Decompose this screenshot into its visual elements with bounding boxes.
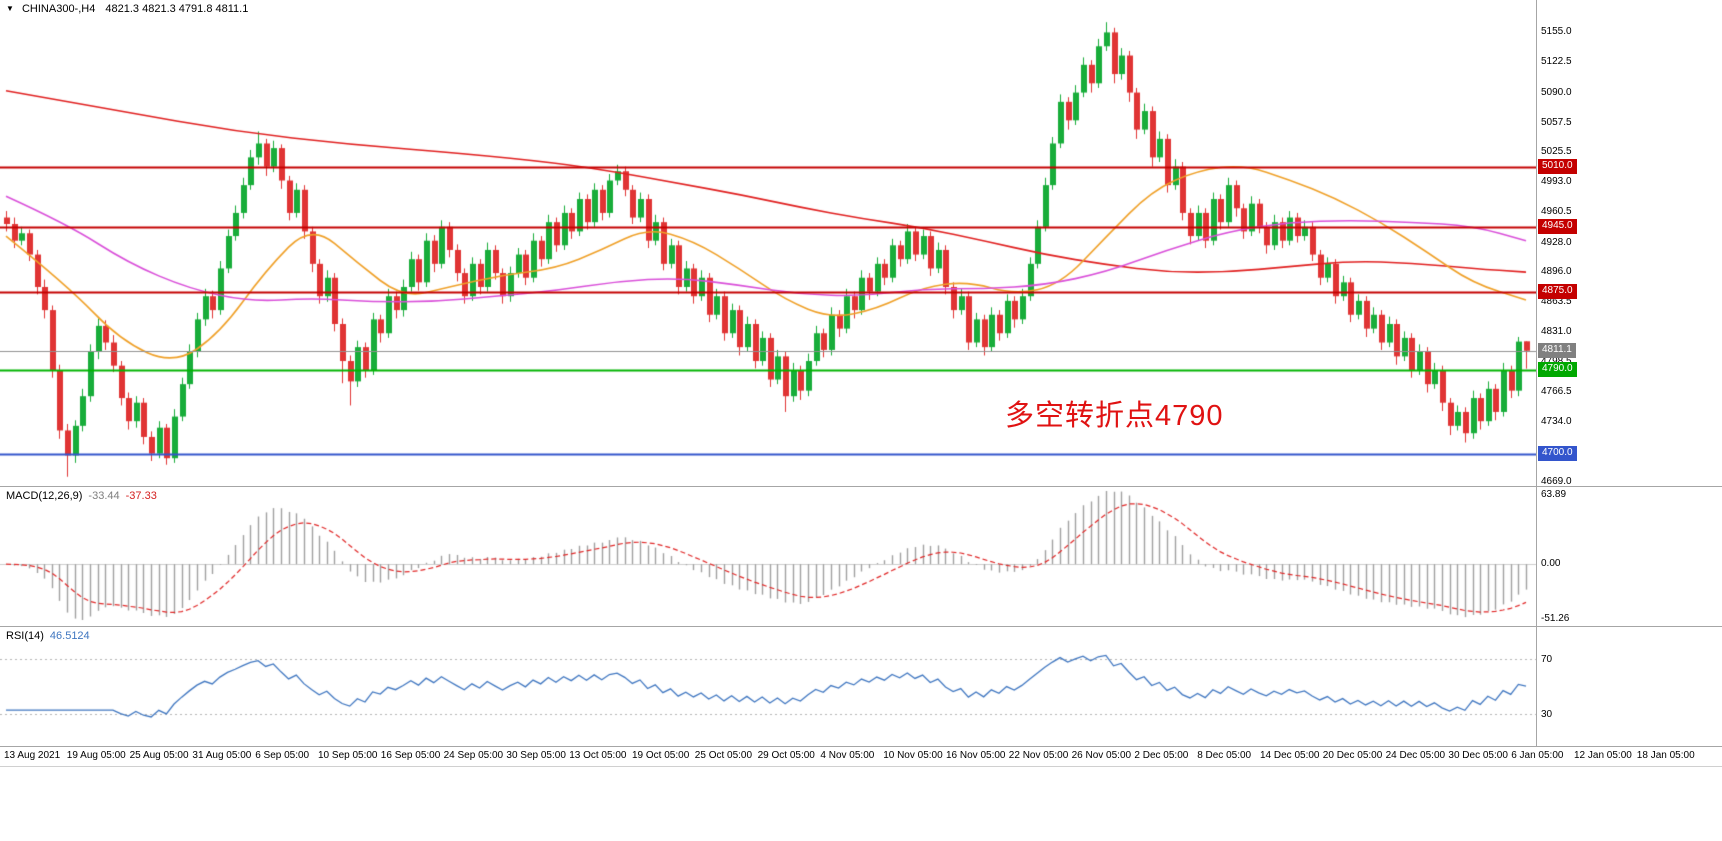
macd-signal-value: -37.33 bbox=[125, 490, 157, 502]
price-axis-label: 4798.5 bbox=[1541, 356, 1572, 368]
time-axis-label: 30 Dec 05:00 bbox=[1448, 750, 1508, 761]
price-axis-label: 4960.5 bbox=[1541, 206, 1572, 218]
time-axis-label: 19 Oct 05:00 bbox=[632, 750, 690, 761]
time-axis-label: 16 Sep 05:00 bbox=[380, 750, 441, 761]
price-axis-label: 5090.0 bbox=[1541, 86, 1572, 98]
rsi-label: RSI(14) 46.5124 bbox=[6, 630, 90, 642]
rsi-name: RSI(14) bbox=[6, 630, 44, 642]
chart-bottom-border bbox=[0, 766, 1722, 767]
price-axis-label: 4734.0 bbox=[1541, 416, 1572, 428]
symbol-marker-icon[interactable]: ▼ bbox=[6, 4, 14, 13]
time-axis-label: 13 Aug 2021 bbox=[4, 750, 61, 761]
bottom-empty-area bbox=[0, 767, 1722, 841]
price-level-badge-support: 4790.0 bbox=[1538, 362, 1577, 378]
time-axis-label: 2 Dec 05:00 bbox=[1134, 750, 1189, 761]
time-axis-label: 14 Dec 05:00 bbox=[1260, 750, 1320, 761]
price-scale-divider bbox=[1536, 0, 1537, 747]
macd-axis-min-label: -51.26 bbox=[1541, 613, 1570, 624]
macd-label: MACD(12,26,9) -33.44 -37.33 bbox=[6, 490, 157, 502]
time-axis-label: 20 Dec 05:00 bbox=[1322, 750, 1383, 761]
price-axis-label: 4896.0 bbox=[1541, 266, 1572, 278]
macd-axis-max-label: 63.89 bbox=[1541, 489, 1567, 500]
price-axis-label: 4993.0 bbox=[1541, 176, 1572, 188]
price-axis-label: 5122.5 bbox=[1541, 56, 1572, 68]
price-level-badge-resistance: 4875.0 bbox=[1538, 283, 1577, 299]
chart-title: ▼ CHINA300-,H4 4821.3 4821.3 4791.8 4811… bbox=[6, 3, 255, 15]
time-axis-label: 25 Oct 05:00 bbox=[694, 750, 753, 761]
time-axis-label: 4 Nov 05:00 bbox=[820, 750, 875, 761]
price-axis-label: 5025.5 bbox=[1541, 146, 1572, 158]
time-axis-label: 29 Oct 05:00 bbox=[757, 750, 815, 761]
macd-main-value: -33.44 bbox=[88, 490, 120, 502]
time-axis-label: 10 Sep 05:00 bbox=[318, 750, 378, 761]
price-axis-label: 4928.0 bbox=[1541, 236, 1572, 248]
rsi-level-label: 70 bbox=[1541, 653, 1553, 665]
time-axis-label: 30 Sep 05:00 bbox=[506, 750, 566, 761]
price-level-badge-resistance: 4945.0 bbox=[1538, 218, 1577, 234]
panel-separator[interactable] bbox=[0, 486, 1722, 487]
time-axis-label: 26 Nov 05:00 bbox=[1071, 750, 1132, 761]
time-axis-label: 24 Sep 05:00 bbox=[443, 750, 504, 761]
time-axis-label: 24 Dec 05:00 bbox=[1385, 750, 1446, 761]
price-axis-label: 4863.5 bbox=[1541, 296, 1572, 308]
price-axis-label: 4766.5 bbox=[1541, 386, 1572, 398]
macd-axis-zero-label: 0.00 bbox=[1541, 558, 1561, 570]
time-axis-label: 18 Jan 05:00 bbox=[1636, 750, 1695, 761]
time-axis-label: 13 Oct 05:00 bbox=[569, 750, 627, 761]
time-axis-label: 6 Jan 05:00 bbox=[1511, 750, 1564, 761]
price-level-badge-current-price: 4811.1 bbox=[1538, 342, 1576, 358]
annotation-text: 多空转折点4790 bbox=[1005, 400, 1224, 432]
rsi-value: 46.5124 bbox=[49, 630, 90, 642]
price-chart-canvas[interactable] bbox=[0, 0, 1536, 486]
rsi-indicator-canvas[interactable] bbox=[0, 627, 1536, 746]
panel-separator[interactable] bbox=[0, 626, 1722, 627]
symbol-timeframe-label: CHINA300-,H4 bbox=[21, 3, 96, 15]
rsi-level-label: 30 bbox=[1541, 708, 1553, 720]
time-axis-label: 19 Aug 05:00 bbox=[66, 750, 126, 761]
ohlc-readout: 4821.3 4821.3 4791.8 4811.1 bbox=[105, 3, 249, 15]
time-axis-label: 12 Jan 05:00 bbox=[1574, 750, 1632, 761]
time-axis-label: 16 Nov 05:00 bbox=[946, 750, 1006, 761]
macd-name: MACD(12,26,9) bbox=[6, 490, 83, 502]
time-axis-label: 10 Nov 05:00 bbox=[883, 750, 943, 761]
time-axis-label: 8 Dec 05:00 bbox=[1197, 750, 1252, 761]
time-axis-label: 25 Aug 05:00 bbox=[129, 750, 189, 761]
time-axis-label: 22 Nov 05:00 bbox=[1008, 750, 1069, 761]
price-axis-label: 5155.0 bbox=[1541, 26, 1572, 38]
price-axis-label: 4831.0 bbox=[1541, 326, 1572, 338]
time-axis-label: 31 Aug 05:00 bbox=[192, 750, 252, 761]
price-axis-label: 4669.0 bbox=[1541, 476, 1572, 488]
macd-indicator-canvas[interactable] bbox=[0, 487, 1536, 626]
time-axis-label: 6 Sep 05:00 bbox=[255, 750, 310, 761]
price-level-badge-support: 4700.0 bbox=[1538, 445, 1577, 461]
panel-separator bbox=[0, 746, 1722, 747]
price-axis-label: 5057.5 bbox=[1541, 116, 1572, 128]
price-level-badge-resistance: 5010.0 bbox=[1538, 158, 1577, 174]
